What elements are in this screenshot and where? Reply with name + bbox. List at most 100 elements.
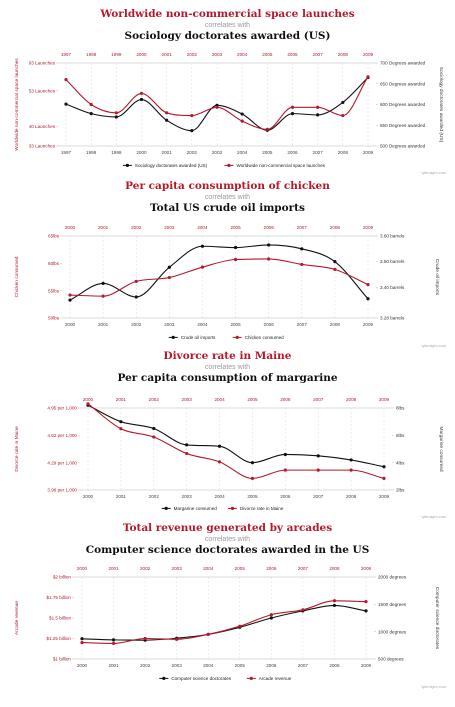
legend-marker [235,335,239,339]
x-tick-label-top: 2007 [298,566,309,571]
left-axis-tick-label: 4.95 per 1,000 [47,406,77,411]
x-tick-label-top: 2001 [162,52,173,57]
data-point [89,112,93,116]
data-point [143,636,147,641]
data-point [200,244,205,248]
left-axis-tick-label: $1 billion [53,657,72,662]
correlates-with-label: correlates with [205,22,250,29]
data-point [185,451,189,456]
data-point [134,295,138,299]
chart-title-black: Per capita consumption of margarine [117,372,337,384]
right-axis-tick-label: 1500 degrees [378,602,407,607]
x-tick-label-top: 2006 [280,397,291,402]
chart-legend: Crude oil imports Chicken consumed [168,335,285,340]
data-point [190,129,194,133]
legend-label: Worldwide non-commercial space launches [236,163,325,168]
data-point [267,243,271,247]
x-tick-label-top: 1997 [61,52,72,57]
data-point [152,426,156,431]
x-tick-label-bottom: 2006 [280,494,291,499]
x-tick-label-top: 2005 [247,397,258,402]
right-axis-tick-label: 500 degrees [378,657,404,662]
data-point [80,641,84,645]
x-tick-label-bottom: 2004 [237,150,248,155]
data-point [332,599,337,603]
x-tick-label-top: 2001 [108,566,119,571]
data-point [167,275,171,280]
data-point [68,298,72,302]
data-point [283,468,287,472]
data-point [349,468,353,472]
x-tick-label-bottom: 2004 [203,663,214,668]
x-tick-label-top: 2007 [313,397,324,402]
data-point [290,112,295,116]
x-tick-label-top: 2008 [329,566,340,571]
data-point [119,420,123,424]
x-tick-label-top: 2008 [330,225,341,230]
x-tick-label-bottom: 2005 [230,322,241,327]
legend-label: Divorce rate in Maine [240,506,284,511]
data-point [316,105,320,109]
x-tick-label-bottom: 2005 [247,494,258,499]
data-point [349,458,353,462]
data-point [64,78,68,82]
right-axis-tick-label: 650 Degrees awarded [380,81,426,86]
left-axis-title: Chicken consumed [14,256,20,297]
x-tick-label-bottom: 2007 [297,322,308,327]
data-point [364,600,368,604]
x-tick-label-bottom: 2005 [235,663,246,668]
data-point [341,113,345,118]
left-axis-tick-label: 65lbs [48,234,60,239]
x-tick-label-top: 2005 [230,225,241,230]
data-point [101,294,105,298]
x-tick-label-bottom: 2006 [266,663,277,668]
data-point [382,465,386,469]
right-axis-tick-label: 3.60 barrels [380,234,405,239]
watermark: tylervigen.com [422,344,446,348]
data-point [114,115,118,119]
data-point [134,279,138,283]
x-tick-label-bottom: 2001 [116,494,127,499]
left-axis-tick-label: 4.62 per 1,000 [47,433,77,438]
legend-label: Computer science doctorates [171,676,231,681]
data-point [200,265,205,269]
chart-title-red: Total revenue generated by arcades [123,522,332,534]
right-axis-tick-label: 6lbs [396,433,405,438]
x-tick-label-bottom: 2001 [108,663,119,668]
legend-marker [227,163,231,167]
data-point [341,100,345,105]
data-point [269,613,273,617]
x-tick-label-top: 2002 [140,566,151,571]
chart-panel-4: Total revenue generated by arcades correl… [14,522,446,689]
left-axis-tick-label: 3.96 per 1,000 [47,488,77,493]
right-axis-tick-label: 2lbs [396,488,405,493]
data-point [267,257,271,261]
x-tick-label-top: 1999 [111,52,122,57]
left-axis-tick-label: 4.29 per 1,000 [47,460,77,465]
x-tick-label-bottom: 2008 [329,663,340,668]
right-axis-tick-label: 3.40 barrels [380,285,405,290]
series-line-1 [69,244,369,301]
right-axis-title: Computer science doctorates [434,587,440,650]
data-point [64,102,68,106]
data-point [89,102,93,107]
watermark: tylervigen.com [422,515,446,519]
data-point [283,452,287,457]
data-point [190,113,194,118]
data-point [333,267,337,271]
chart-title-red: Per capita consumption of chicken [125,180,330,192]
legend-label: Chicken consumed [245,335,285,340]
data-point [238,624,242,628]
data-point [111,641,116,646]
x-tick-label-top: 2004 [214,397,225,402]
x-tick-label-bottom: 2009 [363,150,374,155]
right-axis-tick-label: 2000 degrees [378,575,407,580]
series-line-1 [81,604,367,641]
x-tick-label-top: 2005 [235,566,246,571]
x-tick-label-top: 2008 [346,397,357,402]
series-line-1 [87,404,385,468]
data-point [215,105,219,109]
x-tick-label-bottom: 2008 [346,494,357,499]
x-tick-label-top: 2000 [83,397,94,402]
